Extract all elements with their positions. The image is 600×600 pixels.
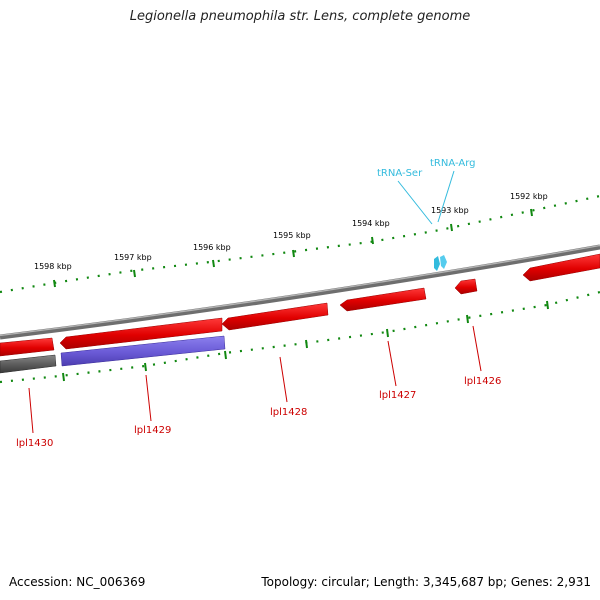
trna-arg-marker bbox=[440, 255, 447, 269]
genome-backbone-highlight bbox=[0, 244, 600, 337]
forward-gene bbox=[0, 337, 55, 357]
tick-label: 1593 kbp bbox=[431, 206, 469, 215]
accession-text: Accession: NC_006369 bbox=[9, 575, 146, 589]
major-tick bbox=[305, 339, 308, 349]
major-tick bbox=[371, 236, 374, 245]
major-tick bbox=[133, 269, 136, 278]
major-tick bbox=[212, 259, 215, 268]
gene-leader-line bbox=[28, 387, 34, 434]
major-tick bbox=[530, 208, 533, 217]
gene-label-lpl1429: lpl1429 bbox=[134, 425, 171, 436]
outer-tick-ring-dots bbox=[0, 194, 600, 294]
major-tick bbox=[466, 314, 469, 324]
trna-leader-line bbox=[397, 180, 433, 225]
outer-tick-ring bbox=[0, 194, 600, 294]
major-tick bbox=[53, 279, 56, 288]
major-tick bbox=[450, 223, 453, 232]
gene-lpl1430-shape bbox=[0, 354, 57, 374]
major-tick bbox=[62, 372, 65, 382]
major-tick bbox=[292, 249, 295, 258]
major-tick bbox=[144, 362, 147, 372]
trna-label-arg: tRNA-Arg bbox=[430, 158, 475, 169]
gene-label-lpl1430: lpl1430 bbox=[16, 438, 53, 449]
major-tick bbox=[546, 300, 549, 310]
tick-label: 1594 kbp bbox=[352, 219, 390, 228]
forward-gene bbox=[454, 278, 478, 295]
tick-label: 1596 kbp bbox=[193, 243, 231, 252]
tick-label: 1595 kbp bbox=[273, 231, 311, 240]
gene-leader-line bbox=[145, 374, 152, 422]
inner-tick-ring bbox=[0, 290, 600, 384]
gene-lpl1429-shape bbox=[60, 335, 226, 367]
gene-leader-line bbox=[472, 325, 482, 372]
gene-label-lpl1427: lpl1427 bbox=[379, 390, 416, 401]
forward-gene bbox=[522, 253, 600, 282]
forward-gene bbox=[59, 317, 223, 350]
gene-label-lpl1428: lpl1428 bbox=[270, 407, 307, 418]
trna-leader-line bbox=[437, 170, 455, 223]
major-tick bbox=[386, 328, 389, 338]
trna-ser-marker bbox=[434, 256, 440, 271]
tick-label: 1598 kbp bbox=[34, 262, 72, 271]
genome-summary-text: Topology: circular; Length: 3,345,687 bp… bbox=[261, 575, 591, 589]
map-title: Legionella pneumophila str. Lens, comple… bbox=[129, 9, 471, 24]
forward-gene bbox=[339, 287, 427, 312]
tick-label: 1597 kbp bbox=[114, 253, 152, 262]
trna-label-ser: tRNA-Ser bbox=[377, 168, 423, 179]
genome-backbone bbox=[0, 244, 600, 340]
gene-leader-line bbox=[279, 356, 288, 403]
forward-gene bbox=[221, 302, 329, 331]
gene-leader-line bbox=[387, 340, 397, 387]
major-tick bbox=[224, 350, 227, 360]
gene-label-lpl1426: lpl1426 bbox=[464, 376, 501, 387]
tick-label: 1592 kbp bbox=[510, 192, 548, 201]
